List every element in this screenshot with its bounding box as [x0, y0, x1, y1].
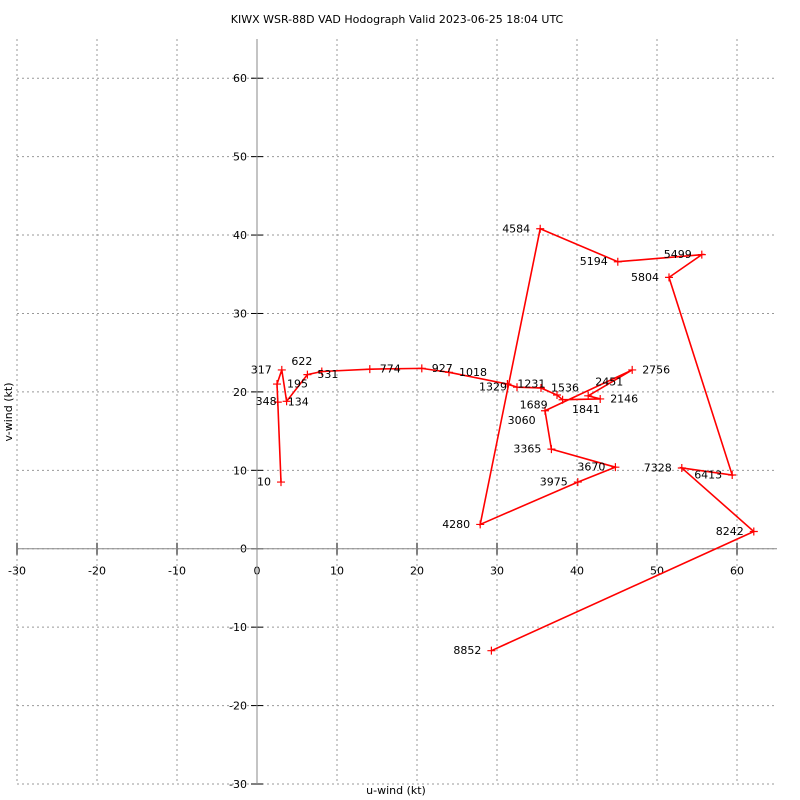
data-point-marker [317, 367, 326, 376]
x-tick-label: -30 [8, 565, 26, 578]
data-point-label: 5804 [631, 271, 659, 284]
data-point-marker [476, 520, 485, 529]
data-point-marker [536, 224, 545, 233]
data-point-marker [273, 398, 282, 407]
y-tick-label: -10 [229, 621, 247, 634]
data-point-marker [303, 370, 312, 379]
data-point-label: 1231 [517, 378, 545, 391]
data-point-label: 2451 [595, 376, 623, 389]
data-point-label: 531 [317, 368, 338, 381]
data-point-label: 2756 [642, 363, 670, 376]
y-tick-label: 50 [233, 151, 247, 164]
chart-title: KIWX WSR-88D VAD Hodograph Valid 2023-06… [231, 13, 564, 26]
hodograph-line [276, 227, 756, 652]
data-point-marker [365, 365, 374, 374]
x-tick-label: 20 [410, 565, 424, 578]
data-point-label: 3975 [540, 476, 568, 489]
data-point-marker [503, 380, 512, 389]
x-tick-label: 60 [730, 565, 744, 578]
data-point-label: 8242 [716, 525, 744, 538]
data-point-marker [665, 273, 673, 282]
data-point-label: 1841 [572, 403, 600, 416]
data-point-label: 3670 [577, 461, 605, 474]
data-point-label: 3060 [508, 414, 536, 427]
data-point-marker [445, 368, 453, 377]
data-point-marker [282, 397, 291, 406]
x-tick-label: -20 [88, 565, 106, 578]
data-point-label: 1536 [551, 381, 579, 394]
data-point-marker [749, 527, 758, 536]
data-point-marker [547, 445, 556, 454]
y-tick-label: 30 [233, 307, 247, 320]
data-point-marker [728, 471, 737, 480]
data-point-marker [537, 383, 545, 392]
x-tick-label: 30 [490, 565, 504, 578]
data-point-marker [677, 463, 686, 472]
data-point-label: 4584 [502, 222, 530, 235]
data-point-label: 5194 [580, 255, 608, 268]
data-point-marker [417, 364, 426, 373]
data-point-labels: 10 134 195 317 348 531 622 774 927 1018 1231 1329 15… [251, 222, 744, 657]
data-point-label: 1018 [459, 366, 487, 379]
data-point-label: 1689 [520, 398, 548, 411]
data-point-marker [613, 257, 622, 266]
data-point-marker [487, 646, 496, 655]
data-point-label: 6413 [694, 469, 722, 482]
y-tick-label: 10 [233, 464, 247, 477]
data-point-label: 10 [257, 476, 271, 489]
data-point-marker [628, 365, 637, 374]
y-axis-label: v-wind (kt) [2, 383, 15, 442]
data-point-marker [277, 478, 285, 487]
x-tick-label: -10 [168, 565, 186, 578]
data-point-marker [697, 250, 706, 259]
data-point-marker [553, 391, 561, 400]
data-point-label: 2146 [610, 392, 638, 405]
data-point-label: 4280 [442, 518, 470, 531]
data-point-marker [573, 478, 582, 487]
data-point-label: 3365 [513, 443, 541, 456]
data-point-marker [558, 395, 567, 404]
data-point-label: 317 [251, 363, 272, 376]
hodograph-series [273, 224, 758, 655]
data-point-label: 5499 [664, 248, 692, 261]
data-point-label: 927 [432, 362, 453, 375]
data-point-marker [611, 463, 620, 472]
data-point-label: 348 [256, 395, 277, 408]
data-point-label: 195 [287, 378, 308, 391]
data-point-marker [541, 406, 549, 415]
data-point-marker [584, 391, 593, 400]
y-tick-label: 20 [233, 386, 247, 399]
axes: -30-20-100102030405060-30-20-10010203040… [8, 39, 777, 791]
data-point-marker [277, 365, 286, 374]
y-tick-label: -20 [229, 700, 247, 713]
y-tick-label: 60 [233, 72, 247, 85]
data-point-marker [273, 380, 281, 389]
x-axis-label: u-wind (kt) [366, 784, 426, 797]
x-tick-label: 40 [570, 565, 584, 578]
data-point-label: 8852 [453, 644, 481, 657]
data-point-marker [513, 383, 521, 392]
data-point-marker [596, 394, 605, 403]
x-tick-label: 10 [330, 565, 344, 578]
data-point-label: 134 [288, 396, 309, 409]
data-point-label: 622 [291, 355, 312, 368]
data-point-label: 1329 [479, 381, 507, 394]
data-point-label: 774 [380, 363, 401, 376]
y-tick-label: 40 [233, 229, 247, 242]
y-tick-label: -30 [229, 778, 247, 791]
data-point-label: 7328 [644, 461, 672, 474]
grid [16, 39, 777, 785]
